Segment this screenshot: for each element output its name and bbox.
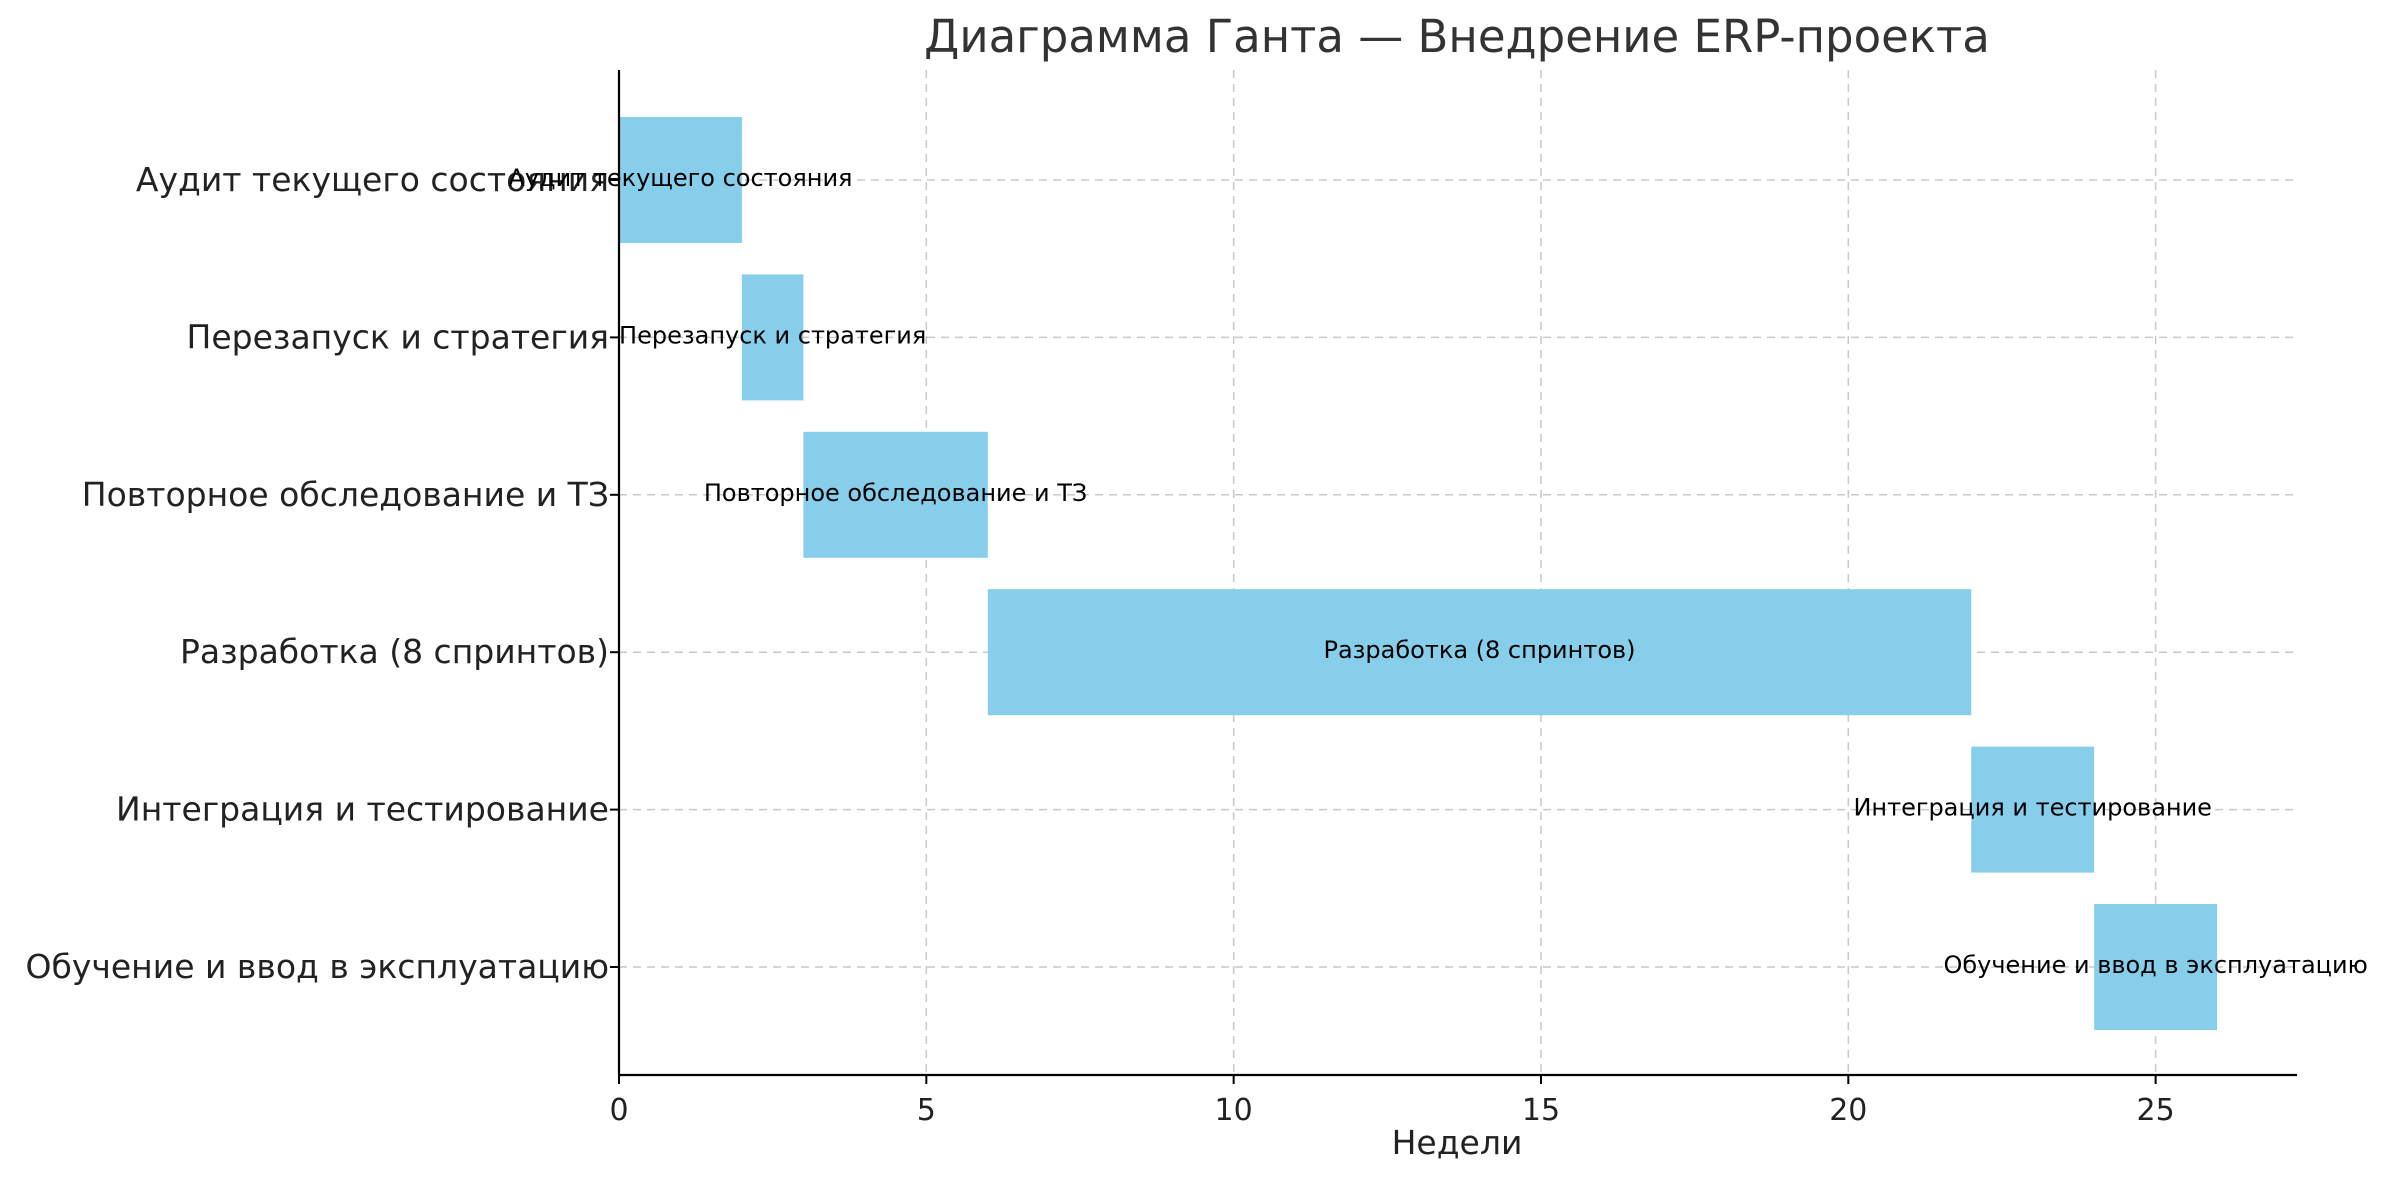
y-tick-label: Перезапуск и стратегия [187, 317, 609, 356]
gantt-bar [619, 117, 742, 243]
x-tick-label: 25 [2137, 1093, 2175, 1128]
gantt-bar [987, 589, 1972, 716]
x-tick-label: 0 [609, 1093, 628, 1128]
bar-label: Интеграция и тестирование [1853, 794, 2212, 822]
x-tick-label: 20 [1829, 1093, 1867, 1128]
bar-labels: Аудит текущего состояния Перезапуск и стр… [508, 164, 2367, 979]
bars [619, 117, 2218, 1030]
y-tick-labels: Аудит текущего состояния Перезапуск и стр… [26, 160, 609, 986]
bar-label: Разработка (8 спринтов) [1323, 636, 1635, 664]
y-tick-label: Обучение и ввод в эксплуатацию [26, 947, 609, 986]
grid-lines [618, 70, 2297, 1075]
x-tick-label: 5 [917, 1093, 936, 1128]
y-tick-label: Повторное обследование и ТЗ [82, 475, 609, 514]
gantt-bar [741, 274, 804, 401]
x-tick-label: 15 [1522, 1093, 1560, 1128]
axis-ticks [610, 179, 2157, 1084]
gantt-bar [1971, 746, 2095, 873]
chart-title: Диаграмма Ганта — Внедрение ERP-проекта [924, 10, 1990, 63]
gantt-bar [2094, 904, 2218, 1030]
x-tick-label: 10 [1215, 1093, 1253, 1128]
y-tick-label: Аудит текущего состояния [136, 160, 609, 199]
y-tick-label: Разработка (8 спринтов) [180, 632, 609, 671]
x-tick-labels: 0 5 10 15 20 25 [609, 1093, 2174, 1128]
bar-label: Обучение и ввод в эксплуатацию [1943, 951, 2367, 979]
x-axis-label: Недели [1392, 1123, 1523, 1162]
bar-label: Перезапуск и стратегия [619, 321, 926, 349]
y-tick-label: Интеграция и тестирование [116, 790, 609, 829]
gantt-bar [803, 431, 988, 558]
bar-label: Аудит текущего состояния [508, 164, 852, 192]
bar-label: Повторное обследование и ТЗ [704, 479, 1087, 507]
